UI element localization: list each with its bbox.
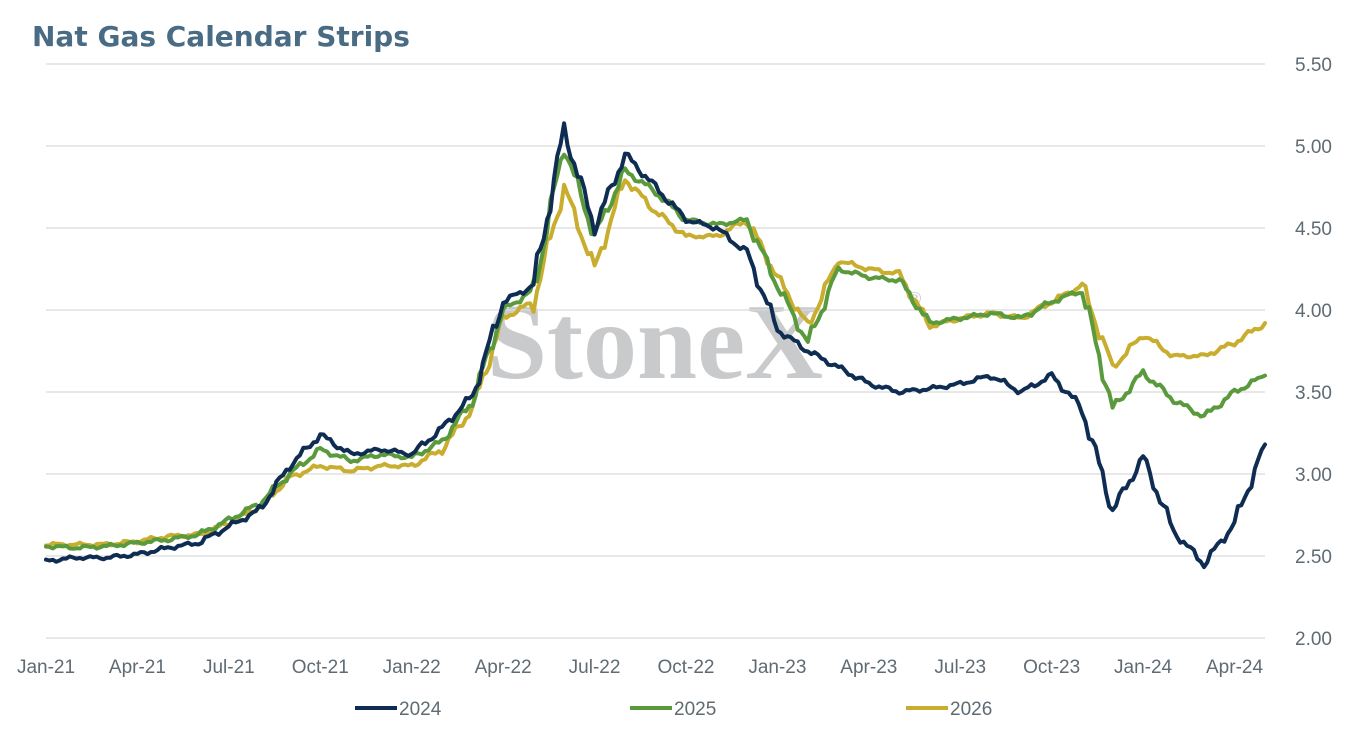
y-tick-label: 3.50 <box>1295 383 1332 404</box>
x-tick-label: Jan-21 <box>17 657 75 678</box>
y-axis-ticks: 2.00 2.50 3.00 3.50 4.00 4.50 5.00 5.50 <box>1295 55 1332 650</box>
x-tick-label: Jan-22 <box>383 657 441 678</box>
y-tick-label: 5.00 <box>1295 137 1332 158</box>
x-tick-label: Apr-21 <box>109 657 166 678</box>
watermark: StoneX ® <box>487 283 921 402</box>
x-tick-label: Jul-22 <box>569 657 621 678</box>
y-tick-label: 4.50 <box>1295 219 1332 240</box>
y-tick-label: 2.00 <box>1295 629 1332 650</box>
y-tick-label: 2.50 <box>1295 547 1332 568</box>
series-line-2024 <box>44 121 1267 570</box>
y-tick-label: 3.00 <box>1295 465 1332 486</box>
x-tick-label: Oct-22 <box>657 657 714 678</box>
x-axis-ticks: Jan-21 Apr-21 Jul-21 Oct-21 Jan-22 Apr-22 Jul-… <box>17 657 1264 678</box>
x-tick-label: Jan-24 <box>1114 657 1173 678</box>
y-tick-label: 4.00 <box>1295 301 1332 322</box>
legend: 2024 2025 2026 <box>355 699 992 720</box>
x-tick-label: Apr-22 <box>475 657 532 678</box>
x-tick-label: Jan-23 <box>748 657 806 678</box>
x-tick-label: Apr-23 <box>840 657 897 678</box>
series-line-2025 <box>44 152 1267 551</box>
x-tick-label: Apr-24 <box>1206 657 1263 678</box>
y-tick-label: 5.50 <box>1295 55 1332 76</box>
legend-label-2026: 2026 <box>950 699 992 720</box>
x-tick-label: Oct-23 <box>1023 657 1080 678</box>
legend-label-2025: 2025 <box>674 699 716 720</box>
series-lines <box>44 121 1267 570</box>
legend-label-2024: 2024 <box>399 699 442 720</box>
x-tick-label: Oct-21 <box>292 657 349 678</box>
x-tick-label: Jul-23 <box>934 657 986 678</box>
chart-title: Nat Gas Calendar Strips <box>32 20 410 53</box>
x-tick-label: Jul-21 <box>203 657 255 678</box>
